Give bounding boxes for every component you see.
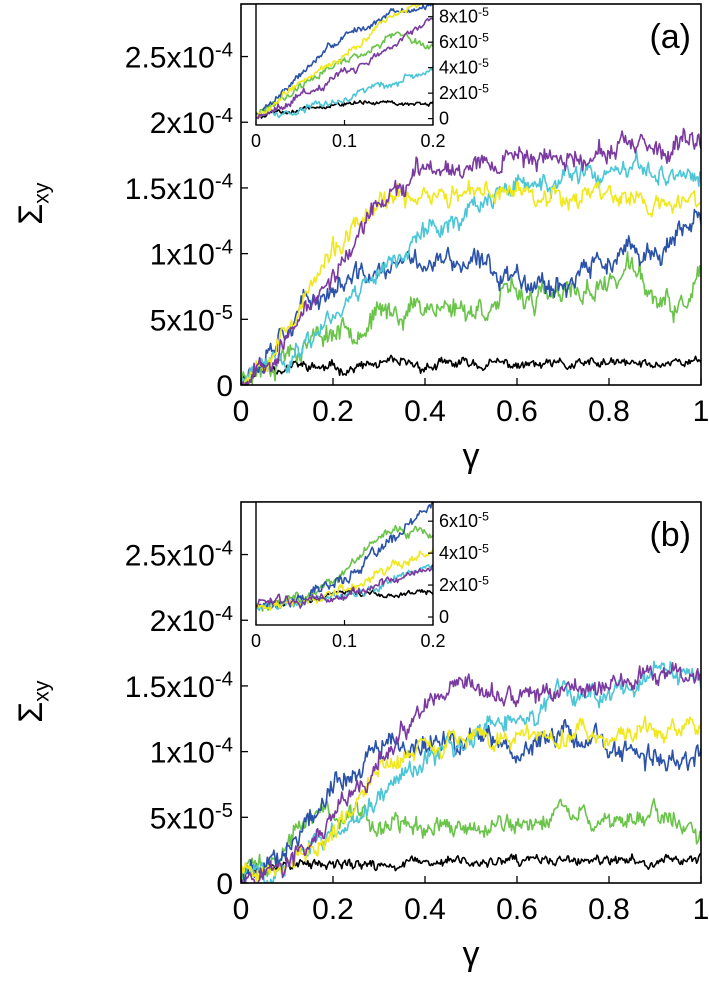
inset-series-line-5 [256, 548, 433, 611]
y-tick-label: 2x10-4 [150, 603, 233, 638]
inset-y-tick-label: 2x10-5 [439, 81, 489, 103]
inset-y-tick-label: 8x10-5 [439, 5, 489, 27]
y-tick-label: 1.5x10-4 [125, 171, 233, 206]
inset-x-tick-label: 0.1 [332, 131, 357, 151]
x-tick-label: 0.4 [404, 395, 446, 428]
y-tick-label: 0 [216, 868, 233, 901]
inset-y-tick-label: 4x10-5 [439, 56, 489, 78]
plot-frame [240, 501, 702, 884]
inset-y-tick-label: 4x10-5 [439, 541, 489, 563]
y-tick-label: 5x10-5 [150, 302, 233, 337]
inset-series-line-2 [256, 31, 433, 117]
chart-panel-b: 0 0.2 0.4 0.6 0.8 1 0 5x10-5 1x10-4 1.5x10-4 2x10-… [12, 501, 709, 973]
y-tick-label: 5x10-5 [150, 800, 233, 835]
chart-panel-a: 0 0.2 0.4 0.6 0.8 105x10-51x10-41.5x10-42x10-… [12, 3, 709, 475]
x-tick-label: 0.8 [588, 893, 630, 926]
panel-label: (a) [649, 18, 691, 56]
y-tick-label: 0 [216, 370, 233, 403]
y-tick-label: 2x10-4 [150, 105, 233, 140]
series-line-2 [241, 251, 701, 385]
x-tick-label: 0.8 [588, 395, 630, 428]
inset-series-group [256, 502, 433, 612]
inset-x-tick-label: 0 [251, 631, 261, 651]
series-line-6 [241, 662, 701, 883]
series-line-6 [241, 127, 701, 385]
x-tick-label: 1 [693, 395, 709, 428]
series-line-5 [241, 715, 701, 882]
x-tick-label: 0.4 [404, 893, 446, 926]
x-tick-label: 0.6 [496, 893, 538, 926]
x-tick-label: 0.2 [312, 395, 354, 428]
inset-series-line-1 [256, 99, 433, 119]
y-tick-label: 1x10-4 [150, 236, 233, 271]
y-tick-label: 2.5x10-4 [125, 39, 233, 74]
inset-series-line-4 [256, 65, 433, 120]
inset-background [256, 4, 433, 125]
x-axis-label: γ [463, 437, 480, 475]
x-axis-label: γ [463, 935, 480, 973]
inset-y-tick-label: 6x10-5 [439, 30, 489, 52]
inset-x-tick-label: 0.2 [420, 131, 445, 151]
inset-series-line-6 [256, 17, 433, 120]
x-tick-label: 1 [693, 893, 709, 926]
x-tick-label: 0.2 [312, 893, 354, 926]
series-line-1 [241, 354, 701, 384]
x-tick-label: 0 [233, 893, 250, 926]
series-line-5 [241, 179, 701, 385]
series-line-4 [241, 150, 701, 385]
inset-series-line-6 [256, 564, 433, 609]
y-tick-label: 1.5x10-4 [125, 669, 233, 704]
inset-x-tick-label: 0.2 [420, 631, 445, 651]
inset-chart: 0 0.1 0.2 0 2x10-5 4x10-5 6x10-5 [251, 501, 489, 651]
y-tick-label: 2.5x10-4 [125, 537, 233, 572]
inset-x-tick-label: 0 [251, 131, 261, 151]
y-tick-label: 1x10-4 [150, 734, 233, 769]
inset-x-tick-label: 0.1 [332, 631, 357, 651]
plot-frame [240, 3, 702, 386]
inset-y-tick-label: 2x10-5 [439, 573, 489, 595]
inset-series-line-5 [256, 4, 427, 119]
series-line-1 [241, 852, 701, 876]
inset-series-group [256, 4, 433, 120]
series-line-3 [241, 208, 701, 385]
panel-label: (b) [649, 516, 691, 554]
inset-y-tick-label: 0 [439, 607, 449, 627]
x-tick-label: 0 [233, 395, 250, 428]
series-group [241, 660, 701, 883]
y-axis-label: Σxy [12, 680, 53, 723]
series-group [241, 127, 701, 385]
x-tick-label: 0.6 [496, 395, 538, 428]
inset-y-tick-label: 0 [439, 109, 449, 129]
y-axis-label: Σxy [12, 182, 53, 225]
inset-y-tick-label: 6x10-5 [439, 509, 489, 531]
